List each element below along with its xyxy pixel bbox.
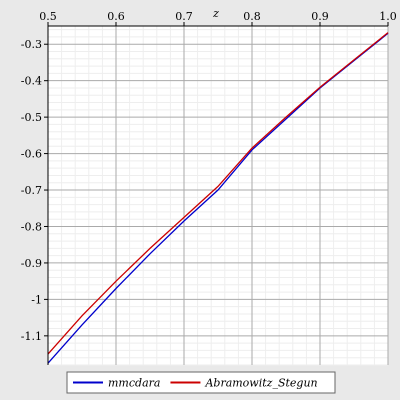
x-tick-label: 0.8 <box>243 10 261 23</box>
y-tick-label: -0.4 <box>21 75 42 88</box>
x-tick-label: 1.0 <box>379 10 397 23</box>
series-layer <box>47 32 389 364</box>
x-tick-label: 0.7 <box>175 10 193 23</box>
x-tick-label: 0.6 <box>107 10 125 23</box>
y-tick-label: -1 <box>31 293 42 306</box>
legend-box <box>66 371 336 394</box>
y-tick-label: -0.9 <box>21 257 42 270</box>
y-tick-label: -0.7 <box>21 184 42 197</box>
x-tick-label: 0.9 <box>311 10 329 23</box>
x-axis-label: z <box>212 7 219 20</box>
axes-layer: 0.5 0.6 0.7 0.8 0.9 1.0 -0.3 -0.4 -0.5 -0.6 -0.7 -0… <box>21 10 397 365</box>
y-tick-label: -0.6 <box>21 148 42 161</box>
series-line-abramowitz_stegun <box>47 32 389 355</box>
y-tick-label: -0.5 <box>21 111 42 124</box>
y-tick-label: -0.8 <box>21 220 42 233</box>
legend-entry: mmcdara <box>108 377 160 390</box>
plot-area <box>48 26 388 365</box>
y-tick-label: -1.1 <box>21 330 42 343</box>
x-tick-label: 0.5 <box>39 10 57 23</box>
legend: mmcdara Abramowitz_Stegun <box>66 371 336 394</box>
legend-entry: Abramowitz_Stegun <box>204 377 317 390</box>
y-tick-label: -0.3 <box>21 38 42 51</box>
